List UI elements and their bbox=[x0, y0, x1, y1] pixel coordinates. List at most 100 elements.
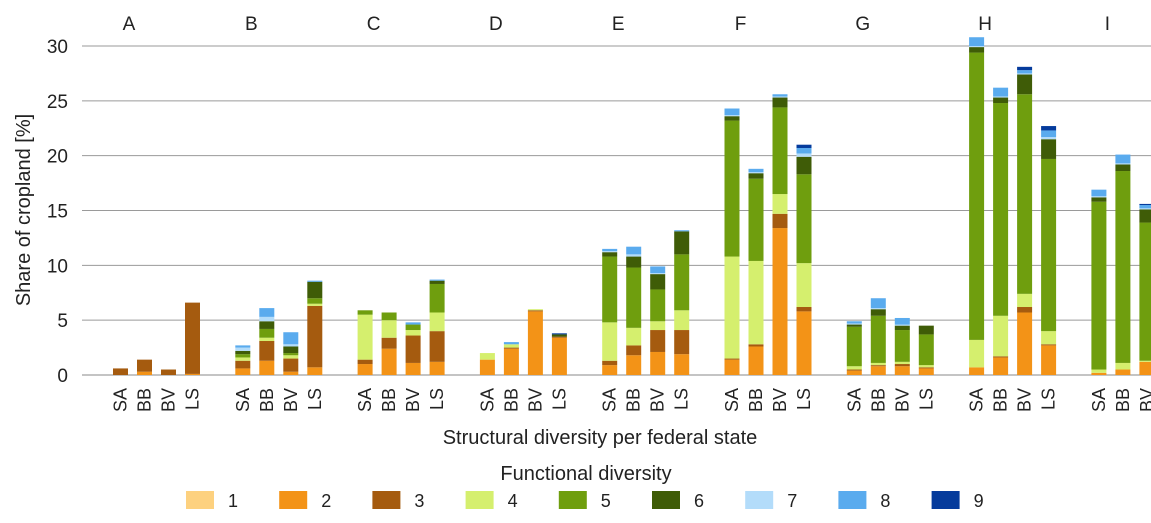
legend-swatch-1 bbox=[186, 491, 214, 509]
legend-label-5: 5 bbox=[601, 491, 611, 511]
bar-segment-f-sa-2 bbox=[724, 359, 740, 375]
bar-segment-e-sa-2 bbox=[602, 365, 618, 375]
bar-segment-f-ls-5 bbox=[796, 174, 812, 264]
bar-segment-g-ls-3 bbox=[918, 367, 934, 369]
state-label-bb: BB bbox=[868, 388, 888, 412]
bar-segment-e-ls-4 bbox=[674, 310, 690, 331]
legend-label-3: 3 bbox=[414, 491, 424, 511]
bar-segment-d-bv-4 bbox=[527, 309, 543, 311]
bar-segment-d-bb-4 bbox=[503, 344, 519, 348]
bar-segment-g-bv-7 bbox=[894, 324, 910, 326]
bar-segment-e-sa-7 bbox=[602, 251, 618, 253]
bar-segment-b-bb-8 bbox=[259, 308, 275, 317]
bar-segment-f-ls-4 bbox=[796, 263, 812, 308]
bar-segment-h-bv-7 bbox=[1017, 73, 1033, 75]
bar-segment-b-ls-3 bbox=[307, 305, 323, 368]
bar-segment-i-bb-4 bbox=[1115, 362, 1131, 370]
state-label-ls: LS bbox=[672, 388, 692, 410]
bar-segment-i-bv-8 bbox=[1139, 205, 1151, 209]
bar-segment-g-sa-3 bbox=[846, 369, 862, 371]
state-label-sa: SA bbox=[111, 388, 131, 412]
bar-segment-c-ls-6 bbox=[429, 280, 445, 284]
bar-segment-h-bb-4 bbox=[993, 315, 1009, 357]
state-label-ls: LS bbox=[1039, 388, 1059, 410]
bar-segment-g-bb-4 bbox=[870, 362, 886, 366]
state-label-bv: BV bbox=[525, 388, 545, 412]
bar-segment-g-ls-6 bbox=[918, 325, 934, 335]
bar-segment-g-bv-2 bbox=[894, 366, 910, 375]
bar-segment-c-bv-3 bbox=[405, 335, 421, 363]
bar-segment-f-bb-4 bbox=[748, 260, 764, 345]
bar-segment-e-sa-8 bbox=[602, 248, 618, 252]
bar-segment-c-bv-4 bbox=[405, 330, 421, 336]
bar-segment-h-bv-3 bbox=[1017, 307, 1033, 313]
state-label-bv: BV bbox=[159, 388, 179, 412]
bar-segment-d-sa-4 bbox=[479, 353, 495, 360]
bar-segment-g-bv-8 bbox=[894, 317, 910, 325]
state-label-bv: BV bbox=[1015, 388, 1035, 412]
bar-segment-d-ls-2 bbox=[551, 337, 567, 375]
group-label-b: B bbox=[245, 14, 258, 35]
bar-segment-i-sa-7 bbox=[1091, 196, 1107, 198]
bar-segment-b-bv-8 bbox=[283, 332, 299, 345]
bar-segment-e-ls-3 bbox=[674, 330, 690, 355]
state-label-sa: SA bbox=[967, 388, 987, 412]
bar-segment-g-sa-4 bbox=[846, 366, 862, 370]
bar-segment-b-ls-5 bbox=[307, 298, 323, 304]
bar-segment-b-sa-3 bbox=[235, 360, 251, 369]
bar-segment-d-ls-9 bbox=[551, 333, 567, 335]
bar-segment-b-bb-2 bbox=[259, 360, 275, 375]
bar-segment-i-bb-2 bbox=[1115, 369, 1131, 375]
bar-segment-i-bv-9 bbox=[1139, 203, 1151, 206]
state-label-bb: BB bbox=[991, 388, 1011, 412]
bar-segment-f-bv-2 bbox=[772, 228, 788, 375]
bar-segment-f-sa-6 bbox=[724, 116, 740, 121]
bar-segment-e-bb-7 bbox=[626, 254, 642, 257]
legend-swatch-5 bbox=[558, 491, 587, 509]
bar-segment-c-bb-4 bbox=[381, 320, 397, 338]
state-label-bb: BB bbox=[1113, 388, 1133, 412]
y-tick-label: 30 bbox=[47, 37, 68, 58]
bar-segment-e-bb-3 bbox=[626, 345, 642, 356]
bar-segment-f-ls-6 bbox=[796, 156, 812, 175]
bar-segment-f-ls-7 bbox=[796, 153, 812, 157]
bar-segment-h-bb-3 bbox=[993, 356, 1009, 358]
bar-segment-g-bb-3 bbox=[870, 365, 886, 367]
bar-segment-i-sa-5 bbox=[1091, 201, 1107, 370]
bar-segment-c-sa-3 bbox=[357, 359, 373, 365]
state-label-bv: BV bbox=[403, 388, 423, 412]
bar-segment-f-sa-8 bbox=[724, 108, 740, 116]
bar-segment-i-bb-5 bbox=[1115, 171, 1131, 363]
bar-segment-b-bb-3 bbox=[259, 341, 275, 361]
y-tick-label: 5 bbox=[57, 311, 68, 332]
legend-label-6: 6 bbox=[694, 491, 704, 511]
state-label-bv: BV bbox=[281, 388, 301, 412]
state-label-ls: LS bbox=[549, 388, 569, 410]
bar-segment-g-bv-4 bbox=[894, 361, 910, 365]
bar-segment-h-bb-5 bbox=[993, 103, 1009, 316]
bar-segment-b-bb-5 bbox=[259, 328, 275, 338]
legend-swatch-6 bbox=[652, 491, 680, 509]
bar-segment-h-sa-8 bbox=[969, 37, 985, 46]
y-tick-label: 0 bbox=[57, 366, 68, 387]
legend-label-1: 1 bbox=[228, 491, 238, 511]
bar-segment-c-bv-8 bbox=[405, 322, 421, 325]
bar-segment-i-bb-6 bbox=[1115, 164, 1131, 172]
legend-swatch-3 bbox=[372, 491, 401, 509]
bar-segment-c-ls-4 bbox=[429, 312, 445, 332]
bar-segment-b-bv-3 bbox=[283, 358, 299, 372]
bar-segment-i-bb-7 bbox=[1115, 163, 1131, 165]
bar-segment-h-bb-7 bbox=[993, 96, 1009, 98]
bar-area bbox=[113, 37, 1151, 375]
bar-segment-c-sa-4 bbox=[357, 314, 373, 360]
bar-segment-h-bv-2 bbox=[1017, 312, 1033, 375]
bar-segment-g-bb-2 bbox=[870, 366, 886, 375]
group-label-c: C bbox=[367, 14, 381, 35]
legend-swatch-4 bbox=[465, 491, 494, 509]
bar-segment-i-bv-7 bbox=[1139, 208, 1151, 210]
bar-segment-f-bv-4 bbox=[772, 194, 788, 214]
bar-segment-g-bb-8 bbox=[870, 298, 886, 309]
bar-segment-c-ls-2 bbox=[429, 361, 445, 375]
bar-segment-c-bb-5 bbox=[381, 312, 397, 321]
